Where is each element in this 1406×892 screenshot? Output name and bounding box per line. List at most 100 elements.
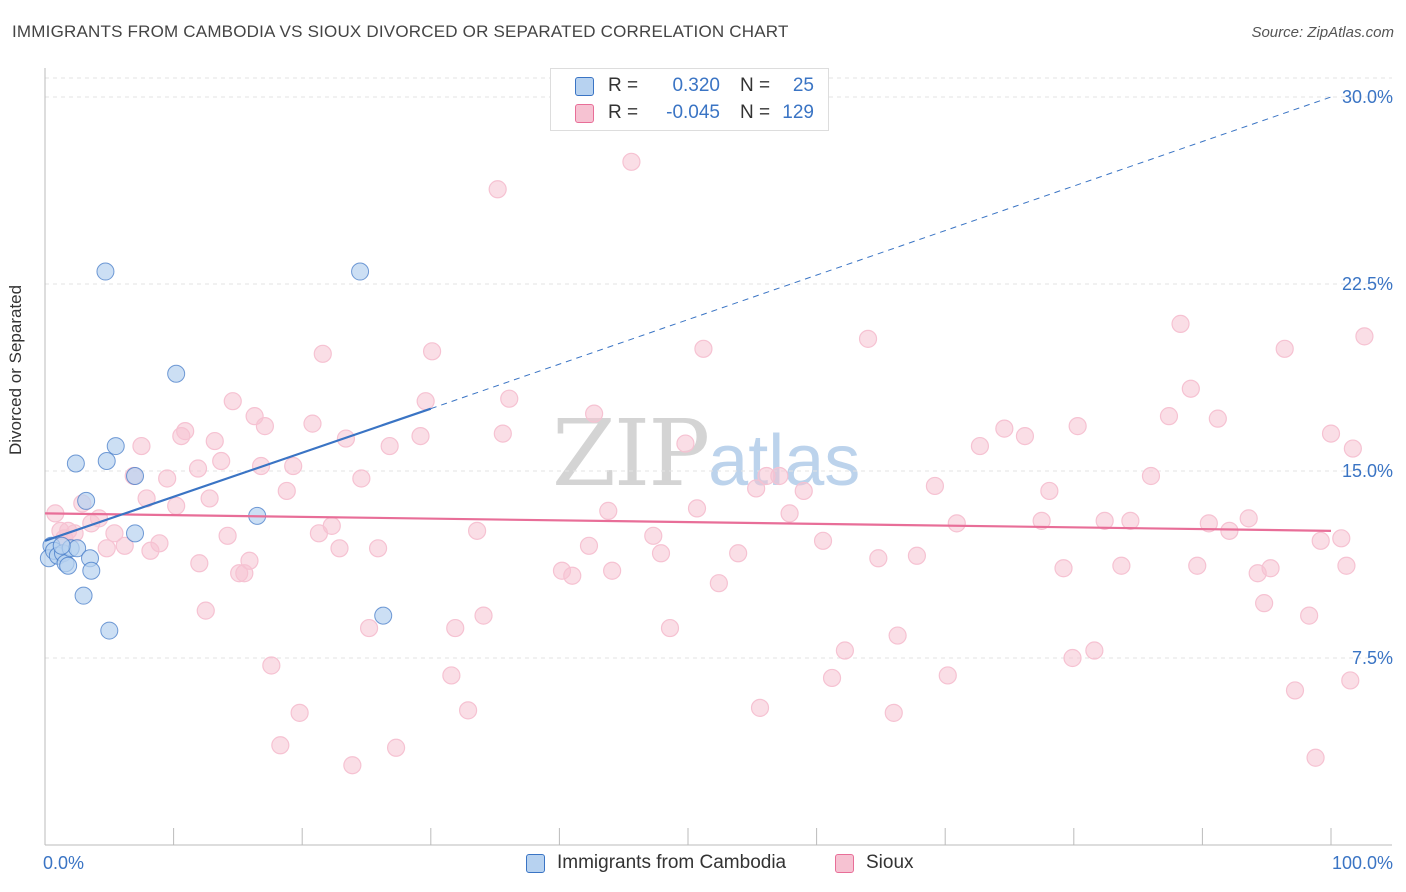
data-point-sioux xyxy=(780,504,799,523)
data-point-sioux xyxy=(585,404,604,423)
data-point-cambodia xyxy=(126,524,145,543)
data-point-sioux xyxy=(223,392,242,411)
data-point-sioux xyxy=(446,618,465,638)
data-point-sioux xyxy=(687,499,707,518)
legend-row-cambodia: R = 0.320 N = 25 xyxy=(575,74,814,98)
data-point-sioux xyxy=(322,516,341,535)
data-point-sioux xyxy=(158,469,177,488)
data-point-sioux xyxy=(813,531,833,550)
data-point-sioux xyxy=(458,701,478,720)
legend-n-label: N = xyxy=(740,102,771,123)
legend-n-value: 25 xyxy=(792,75,814,96)
data-point-cambodia xyxy=(106,437,125,456)
y-tick-label: 22.5% xyxy=(1342,274,1393,294)
data-point-sioux xyxy=(105,524,124,543)
legend-label-sioux: Sioux xyxy=(866,852,914,873)
data-point-sioux xyxy=(467,521,487,540)
data-point-sioux xyxy=(869,549,888,568)
data-point-sioux xyxy=(1040,481,1059,501)
data-point-sioux xyxy=(284,456,303,476)
data-point-sioux xyxy=(579,536,599,555)
data-point-sioux xyxy=(1285,681,1305,700)
data-point-sioux xyxy=(359,618,379,638)
data-point-sioux xyxy=(970,436,990,456)
data-point-sioux xyxy=(938,666,957,685)
trendline-sioux xyxy=(44,512,1332,532)
legend-n-value: 129 xyxy=(782,102,814,123)
data-point-sioux xyxy=(1095,511,1114,530)
data-point-cambodia xyxy=(167,364,186,383)
correlation-legend: R = 0.320 N = 25 R = -0.045 N = 129 xyxy=(550,68,829,131)
data-point-sioux xyxy=(488,180,507,199)
data-point-sioux xyxy=(1112,556,1131,575)
data-point-sioux xyxy=(1121,511,1140,530)
data-point-sioux xyxy=(599,501,618,520)
data-point-sioux xyxy=(1332,529,1351,548)
trendline-cambodia-extension xyxy=(430,96,1332,410)
data-point-sioux xyxy=(303,414,322,433)
data-point-sioux xyxy=(1261,559,1280,578)
series-legend: Immigrants from Cambodia Sioux xyxy=(0,852,1406,878)
data-point-cambodia xyxy=(100,621,119,640)
data-point-sioux xyxy=(644,526,663,545)
watermark-atlas: atlas xyxy=(708,421,861,501)
data-point-sioux xyxy=(709,574,728,593)
data-point-sioux xyxy=(1341,671,1360,690)
legend-row-sioux: R = -0.045 N = 129 xyxy=(575,101,814,125)
data-point-sioux xyxy=(1188,556,1207,575)
data-point-sioux xyxy=(1181,379,1200,398)
data-point-sioux xyxy=(240,551,259,570)
data-point-sioux xyxy=(660,618,680,638)
data-point-sioux xyxy=(1343,439,1362,458)
data-point-sioux xyxy=(1054,559,1073,578)
watermark-zip: ZIP xyxy=(552,400,710,507)
legend-swatch-pink xyxy=(835,853,854,873)
data-point-cambodia xyxy=(97,452,116,471)
data-point-sioux xyxy=(747,479,766,498)
data-point-sioux xyxy=(835,641,854,660)
data-point-sioux xyxy=(947,514,966,533)
data-point-sioux xyxy=(442,666,461,685)
chart-title: IMMIGRANTS FROM CAMBODIA VS SIOUX DIVORC… xyxy=(12,22,789,41)
watermark: ZIPatlas xyxy=(552,400,860,507)
data-point-sioux xyxy=(1220,521,1239,540)
data-point-sioux xyxy=(884,703,903,722)
data-point-sioux xyxy=(493,424,512,443)
data-point-sioux xyxy=(380,436,399,456)
data-point-sioux xyxy=(1141,466,1161,486)
data-point-sioux xyxy=(1306,748,1325,767)
data-point-sioux xyxy=(1208,409,1227,428)
data-point-sioux xyxy=(1321,424,1341,443)
data-point-sioux xyxy=(694,339,713,358)
data-point-sioux xyxy=(271,736,290,755)
data-point-sioux xyxy=(474,606,493,625)
data-point-sioux xyxy=(150,534,169,553)
data-point-sioux xyxy=(343,756,362,775)
data-point-cambodia xyxy=(351,262,370,281)
legend-item-sioux: Sioux xyxy=(835,852,914,874)
data-point-cambodia xyxy=(59,556,78,575)
data-point-cambodia xyxy=(77,491,96,510)
data-point-sioux xyxy=(313,344,332,363)
data-point-sioux xyxy=(1337,556,1356,575)
legend-swatch-blue xyxy=(575,76,594,96)
data-point-sioux xyxy=(888,626,907,645)
data-point-cambodia xyxy=(82,561,101,580)
legend-swatch-blue xyxy=(526,853,545,873)
data-point-sioux xyxy=(190,554,209,573)
legend-item-cambodia: Immigrants from Cambodia xyxy=(526,852,786,874)
data-point-sioux xyxy=(1159,407,1179,426)
legend-r-value: -0.045 xyxy=(666,102,720,123)
data-point-sioux xyxy=(750,698,770,717)
legend-swatch-pink xyxy=(575,103,594,123)
y-tick-label: 30.0% xyxy=(1342,87,1393,107)
data-point-sioux xyxy=(603,561,622,580)
data-point-sioux xyxy=(386,738,406,757)
legend-label-cambodia: Immigrants from Cambodia xyxy=(557,852,787,873)
data-point-sioux xyxy=(500,389,519,408)
data-point-sioux xyxy=(97,539,116,558)
data-point-cambodia xyxy=(126,466,145,485)
data-point-sioux xyxy=(794,481,813,501)
data-point-sioux xyxy=(196,601,215,620)
